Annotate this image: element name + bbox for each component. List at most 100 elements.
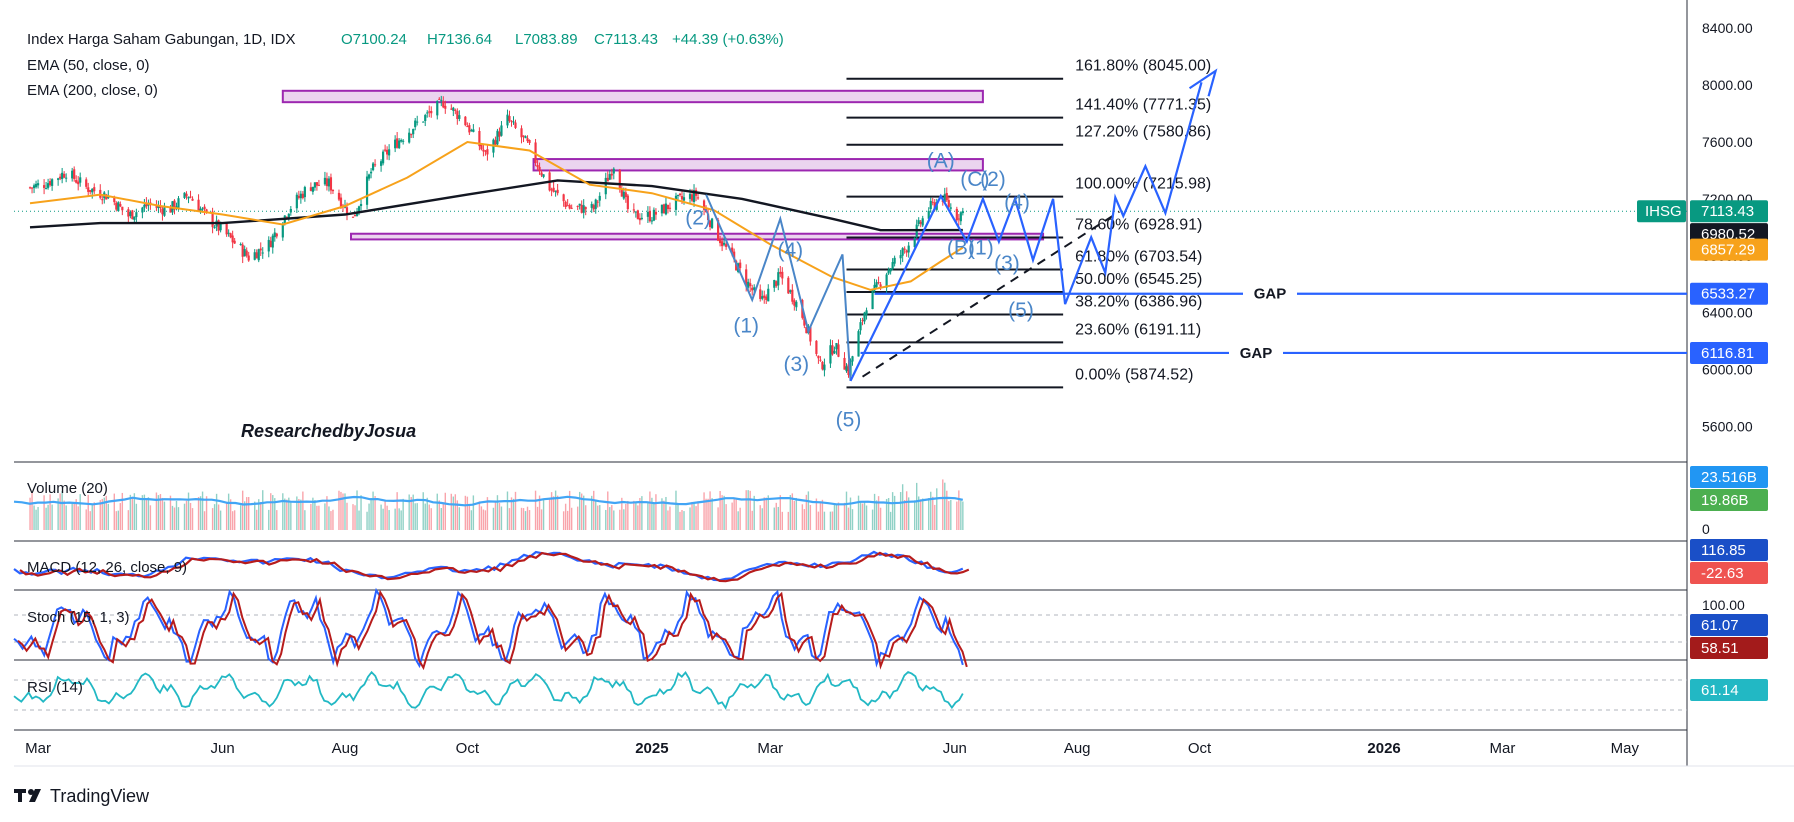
wave-label[interactable]: (3): [994, 252, 1020, 275]
candle-body: [355, 211, 359, 216]
candle-body: [945, 192, 948, 201]
ema50-line[interactable]: [29, 140, 964, 291]
fib-level-label: 0.00% (5874.52): [1075, 366, 1193, 383]
wave-label[interactable]: (C): [960, 168, 989, 191]
stoch-pane-label[interactable]: Stoch (15, 1, 3): [27, 609, 130, 626]
wave-label[interactable]: (B): [947, 236, 975, 259]
gap-price-badge: 6533.27: [1701, 286, 1755, 303]
chart-legend[interactable]: Index Harga Saham Gabungan, 1D, IDX O710…: [27, 31, 784, 99]
candle-body: [632, 209, 635, 211]
candle-body: [893, 257, 896, 264]
candle-body: [660, 204, 664, 214]
candle-body: [205, 209, 208, 213]
candle-body: [91, 188, 94, 193]
supply-demand-zones: [281, 89, 1045, 241]
candle-body: [213, 227, 216, 229]
time-tick-label: Mar: [25, 740, 51, 757]
gap-label: GAP: [1254, 286, 1287, 303]
candle-body: [957, 218, 960, 220]
wave-label[interactable]: (5): [1008, 299, 1034, 322]
candle-body: [887, 270, 890, 274]
candle-body: [101, 199, 104, 201]
time-tick-label: Oct: [1188, 740, 1212, 757]
price-tick-label: 7600.00: [1702, 134, 1753, 150]
candle-body: [287, 213, 290, 219]
ema50-label[interactable]: EMA (50, close, 0): [27, 57, 150, 74]
macd-pane-label[interactable]: MACD (12, 26, close, 9): [27, 559, 187, 576]
candle-body: [313, 182, 316, 188]
projection-wave-path[interactable]: [849, 82, 1203, 382]
candle-body: [229, 233, 232, 238]
candle-body: [396, 138, 399, 148]
author-watermark: ResearchedbyJosua: [241, 421, 416, 441]
symbol-badge[interactable]: IHSG: [1645, 203, 1682, 220]
wave-label[interactable]: (3): [784, 353, 810, 376]
stoch-d-badge-bg: [1690, 637, 1768, 659]
wave-label[interactable]: (1): [968, 236, 994, 259]
gap-lines[interactable]: GAP GAP: [860, 283, 1687, 363]
time-tick-label: Mar: [1490, 740, 1516, 757]
candle-body: [382, 151, 385, 164]
volume-pane-label[interactable]: Volume (20): [27, 480, 108, 497]
candle-body: [269, 240, 272, 247]
wave-label[interactable]: (4): [777, 239, 803, 262]
elliott-wave-drawings[interactable]: (2)(1)(4)(3)(5)(A)(B)(C)(2)(1)(4)(3)(5): [685, 68, 1218, 432]
rsi-badge-bg: [1690, 679, 1768, 701]
rsi-pane-label[interactable]: RSI (14): [27, 679, 83, 696]
ohlc-high: H7136.64: [427, 31, 492, 48]
candle-body: [789, 290, 792, 292]
candle-body: [442, 101, 445, 108]
wave-label[interactable]: (2): [685, 206, 711, 229]
time-axis[interactable]: Mar Jun Aug Oct 2025 Mar Jun Aug Oct 2026 Mar May: [25, 740, 1639, 757]
candle-body: [638, 218, 641, 221]
fib-level-label: 61.80% (6703.54): [1075, 248, 1202, 265]
candle-body: [819, 359, 822, 361]
candle-body: [187, 196, 190, 199]
fib-level-label: 161.80% (8045.00): [1075, 58, 1211, 75]
candle-body: [63, 174, 66, 178]
ema200-line[interactable]: [29, 179, 963, 232]
candle-body: [674, 195, 678, 210]
candle-body: [486, 149, 489, 155]
time-tick-label: Mar: [757, 740, 783, 757]
candle-body: [710, 218, 714, 228]
candle-body: [351, 216, 355, 218]
candle-body: [508, 116, 511, 121]
zone-rect-1[interactable]: [532, 158, 984, 172]
zone-rect-0[interactable]: [281, 89, 984, 104]
candle-body: [791, 289, 794, 302]
candle-body: [871, 289, 874, 310]
historic-wave-path[interactable]: [705, 194, 852, 381]
candle-body: [117, 202, 120, 212]
price-tick-label: 8400.00: [1702, 20, 1753, 36]
wave-label[interactable]: (2): [980, 168, 1006, 191]
tradingview-logo[interactable]: TradingView: [14, 786, 150, 806]
fib-level-label: 50.00% (6545.25): [1075, 271, 1202, 288]
candle-body: [211, 211, 214, 228]
candle-body: [873, 284, 876, 291]
wave-label[interactable]: (4): [1004, 191, 1030, 214]
time-tick-label: Oct: [456, 740, 480, 757]
wave-label[interactable]: (5): [836, 408, 862, 431]
wave-label[interactable]: (A): [927, 150, 955, 173]
wave-label[interactable]: (1): [733, 315, 759, 338]
ema200-label[interactable]: EMA (200, close, 0): [27, 82, 158, 99]
candle-body: [339, 197, 343, 208]
candle-body: [317, 184, 321, 186]
candle-body: [482, 149, 485, 152]
candle-body: [795, 301, 798, 308]
candle-body: [365, 176, 369, 205]
last-price-badge: 7113.43: [1701, 203, 1754, 220]
candle-body: [496, 130, 499, 145]
candle-body: [582, 205, 585, 213]
candle-body: [550, 189, 553, 191]
price-axis[interactable]: 8400.008000.007600.007200.006800.006400.…: [1637, 20, 1768, 701]
candle-body: [961, 211, 964, 214]
candle-body: [468, 125, 471, 133]
candle-body: [554, 190, 557, 192]
candle-body: [540, 172, 543, 176]
candle-body: [763, 295, 766, 298]
candle-body: [329, 177, 333, 191]
fibonacci-extension[interactable]: 161.80% (8045.00) 141.40% (7771.35) 127.20…: [846, 58, 1211, 389]
